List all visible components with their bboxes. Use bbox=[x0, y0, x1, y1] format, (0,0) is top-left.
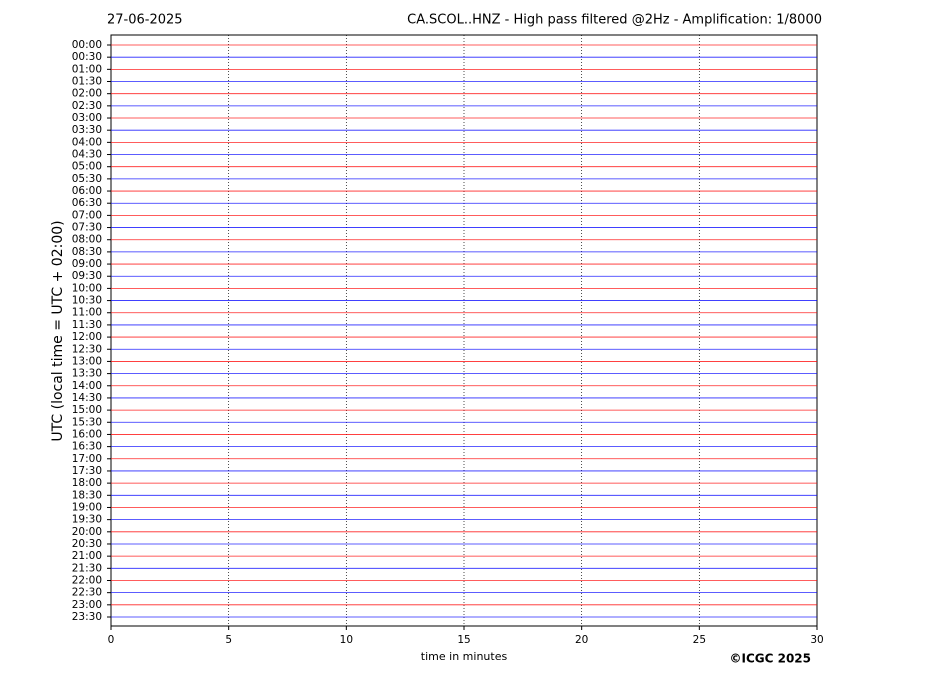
y-tick-label: 15:00 bbox=[72, 404, 102, 416]
y-tick-label: 04:00 bbox=[72, 136, 102, 148]
chart-title: CA.SCOL..HNZ - High pass filtered @2Hz -… bbox=[407, 13, 822, 28]
y-tick-label: 20:30 bbox=[72, 538, 102, 550]
y-tick-label: 01:00 bbox=[72, 63, 102, 75]
y-tick-label: 12:00 bbox=[72, 331, 102, 343]
y-tick-label: 07:30 bbox=[72, 222, 102, 234]
y-tick-label: 16:30 bbox=[72, 441, 102, 453]
y-tick-label: 15:30 bbox=[72, 416, 102, 428]
y-tick-label: 03:30 bbox=[72, 124, 102, 136]
y-tick-label: 21:00 bbox=[72, 550, 102, 562]
y-tick-label: 01:30 bbox=[72, 76, 102, 88]
y-tick-label: 08:30 bbox=[72, 246, 102, 258]
x-tick-label: 30 bbox=[810, 634, 823, 646]
y-tick-label: 03:00 bbox=[72, 112, 102, 124]
y-tick-label: 22:30 bbox=[72, 587, 102, 599]
y-tick-label: 00:30 bbox=[72, 51, 102, 63]
y-tick-label: 07:00 bbox=[72, 209, 102, 221]
y-tick-label: 14:30 bbox=[72, 392, 102, 404]
y-tick-label: 02:30 bbox=[72, 100, 102, 112]
y-tick-label: 04:30 bbox=[72, 149, 102, 161]
y-tick-label: 22:00 bbox=[72, 574, 102, 586]
x-tick-label: 25 bbox=[693, 634, 706, 646]
y-tick-label: 23:00 bbox=[72, 599, 102, 611]
y-tick-label: 05:30 bbox=[72, 173, 102, 185]
y-tick-label: 19:00 bbox=[72, 501, 102, 513]
y-tick-label: 02:00 bbox=[72, 88, 102, 100]
y-tick-label: 06:30 bbox=[72, 197, 102, 209]
y-tick-label: 12:30 bbox=[72, 343, 102, 355]
x-tick-label: 5 bbox=[225, 634, 232, 646]
y-tick-label: 09:00 bbox=[72, 258, 102, 270]
y-tick-label: 13:00 bbox=[72, 355, 102, 367]
x-tick-label: 15 bbox=[457, 634, 470, 646]
y-tick-label: 23:30 bbox=[72, 611, 102, 623]
y-tick-label: 09:30 bbox=[72, 270, 102, 282]
y-tick-label: 14:00 bbox=[72, 380, 102, 392]
x-axis-label: time in minutes bbox=[421, 650, 508, 663]
y-tick-label: 18:30 bbox=[72, 489, 102, 501]
y-tick-label: 20:00 bbox=[72, 526, 102, 538]
y-tick-label: 11:00 bbox=[72, 307, 102, 319]
x-tick-label: 10 bbox=[340, 634, 353, 646]
plot-frame bbox=[110, 34, 818, 627]
x-tick-label: 0 bbox=[108, 634, 115, 646]
y-tick-label: 16:00 bbox=[72, 428, 102, 440]
y-tick-label: 06:00 bbox=[72, 185, 102, 197]
y-tick-label: 00:00 bbox=[72, 39, 102, 51]
y-tick-label: 13:30 bbox=[72, 368, 102, 380]
y-tick-label: 05:00 bbox=[72, 161, 102, 173]
y-tick-label: 21:30 bbox=[72, 562, 102, 574]
y-tick-label: 08:00 bbox=[72, 234, 102, 246]
x-tick-label: 20 bbox=[575, 634, 588, 646]
y-tick-label: 18:00 bbox=[72, 477, 102, 489]
credit: ©ICGC 2025 bbox=[729, 652, 811, 666]
y-axis-label: UTC (local time = UTC + 02:00) bbox=[50, 220, 66, 441]
date: 27-06-2025 bbox=[107, 13, 183, 28]
y-tick-label: 10:00 bbox=[72, 282, 102, 294]
y-tick-label: 17:30 bbox=[72, 465, 102, 477]
y-tick-label: 17:00 bbox=[72, 453, 102, 465]
y-tick-label: 11:30 bbox=[72, 319, 102, 331]
y-tick-label: 19:30 bbox=[72, 514, 102, 526]
y-tick-label: 10:30 bbox=[72, 295, 102, 307]
